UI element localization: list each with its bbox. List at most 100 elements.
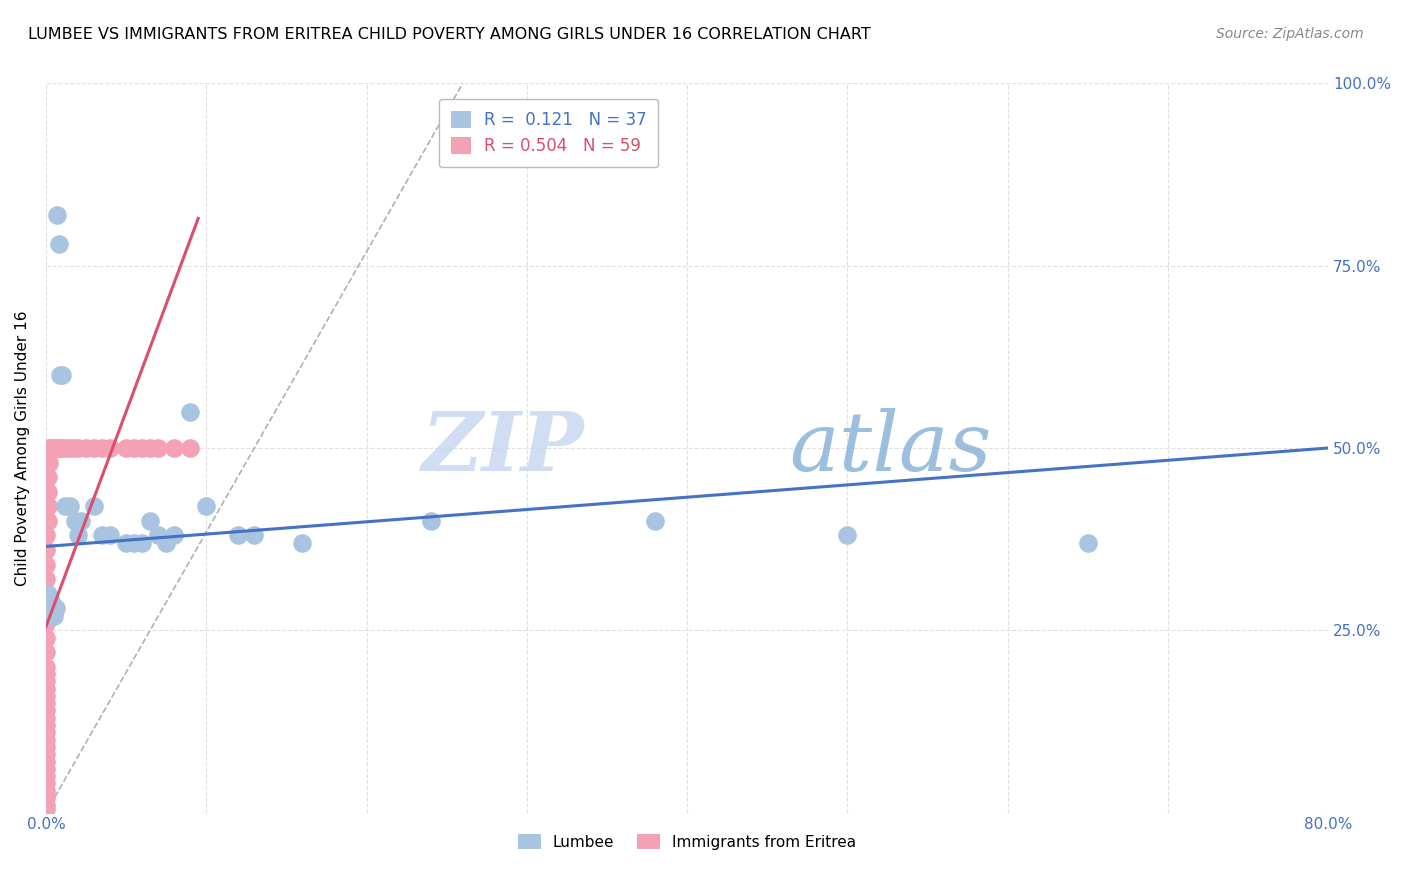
Point	[53, 441, 76, 455]
Point	[226, 528, 249, 542]
Point	[419, 514, 441, 528]
Point	[35, 739, 58, 754]
Point	[35, 732, 58, 747]
Point	[39, 601, 62, 615]
Text: LUMBEE VS IMMIGRANTS FROM ERITREA CHILD POVERTY AMONG GIRLS UNDER 16 CORRELATION: LUMBEE VS IMMIGRANTS FROM ERITREA CHILD …	[28, 27, 870, 42]
Point	[179, 441, 201, 455]
Point	[63, 441, 86, 455]
Point	[37, 500, 59, 514]
Point	[98, 441, 121, 455]
Point	[35, 587, 58, 601]
Point	[59, 441, 82, 455]
Point	[42, 441, 65, 455]
Point	[35, 572, 58, 586]
Point	[163, 528, 186, 542]
Point	[66, 441, 89, 455]
Point	[163, 441, 186, 455]
Point	[35, 659, 58, 673]
Point	[35, 703, 58, 717]
Point	[41, 441, 63, 455]
Point	[98, 528, 121, 542]
Y-axis label: Child Poverty Among Girls Under 16: Child Poverty Among Girls Under 16	[15, 310, 30, 586]
Point	[37, 587, 59, 601]
Point	[91, 528, 114, 542]
Point	[146, 441, 169, 455]
Point	[46, 208, 69, 222]
Point	[48, 236, 70, 251]
Point	[122, 441, 145, 455]
Point	[195, 500, 218, 514]
Text: atlas: atlas	[790, 408, 993, 488]
Point	[38, 594, 60, 608]
Point	[35, 711, 58, 725]
Point	[35, 747, 58, 762]
Point	[139, 441, 162, 455]
Point	[35, 718, 58, 732]
Point	[35, 798, 58, 813]
Point	[35, 601, 58, 615]
Point	[146, 528, 169, 542]
Point	[837, 528, 859, 542]
Point	[41, 601, 63, 615]
Point	[122, 535, 145, 549]
Text: ZIP: ZIP	[422, 408, 585, 488]
Point	[291, 535, 314, 549]
Point	[35, 667, 58, 681]
Point	[38, 441, 60, 455]
Point	[35, 615, 58, 630]
Point	[37, 601, 59, 615]
Point	[49, 368, 72, 382]
Point	[63, 514, 86, 528]
Text: Source: ZipAtlas.com: Source: ZipAtlas.com	[1216, 27, 1364, 41]
Point	[35, 631, 58, 645]
Point	[49, 441, 72, 455]
Point	[91, 441, 114, 455]
Point	[35, 696, 58, 710]
Point	[35, 681, 58, 696]
Point	[39, 594, 62, 608]
Point	[83, 500, 105, 514]
Point	[139, 514, 162, 528]
Point	[48, 441, 70, 455]
Point	[37, 470, 59, 484]
Point	[35, 791, 58, 805]
Point	[59, 500, 82, 514]
Point	[37, 484, 59, 499]
Point	[39, 441, 62, 455]
Point	[35, 769, 58, 783]
Point	[115, 441, 138, 455]
Point	[51, 368, 73, 382]
Point	[35, 762, 58, 776]
Point	[51, 441, 73, 455]
Point	[83, 441, 105, 455]
Point	[75, 441, 97, 455]
Point	[42, 608, 65, 623]
Point	[37, 514, 59, 528]
Point	[35, 755, 58, 769]
Point	[35, 645, 58, 659]
Point	[53, 500, 76, 514]
Point	[45, 441, 67, 455]
Point	[70, 514, 93, 528]
Point	[66, 528, 89, 542]
Legend: R =  0.121   N = 37, R = 0.504   N = 59: R = 0.121 N = 37, R = 0.504 N = 59	[439, 99, 658, 167]
Point	[155, 535, 177, 549]
Point	[35, 528, 58, 542]
Point	[45, 601, 67, 615]
Point	[38, 608, 60, 623]
Point	[35, 725, 58, 739]
Point	[35, 543, 58, 558]
Point	[46, 441, 69, 455]
Point	[179, 404, 201, 418]
Point	[131, 535, 153, 549]
Point	[131, 441, 153, 455]
Point	[35, 802, 58, 816]
Point	[644, 514, 666, 528]
Point	[115, 535, 138, 549]
Point	[35, 674, 58, 689]
Point	[1077, 535, 1099, 549]
Point	[35, 558, 58, 572]
Point	[35, 689, 58, 703]
Point	[243, 528, 266, 542]
Point	[35, 783, 58, 797]
